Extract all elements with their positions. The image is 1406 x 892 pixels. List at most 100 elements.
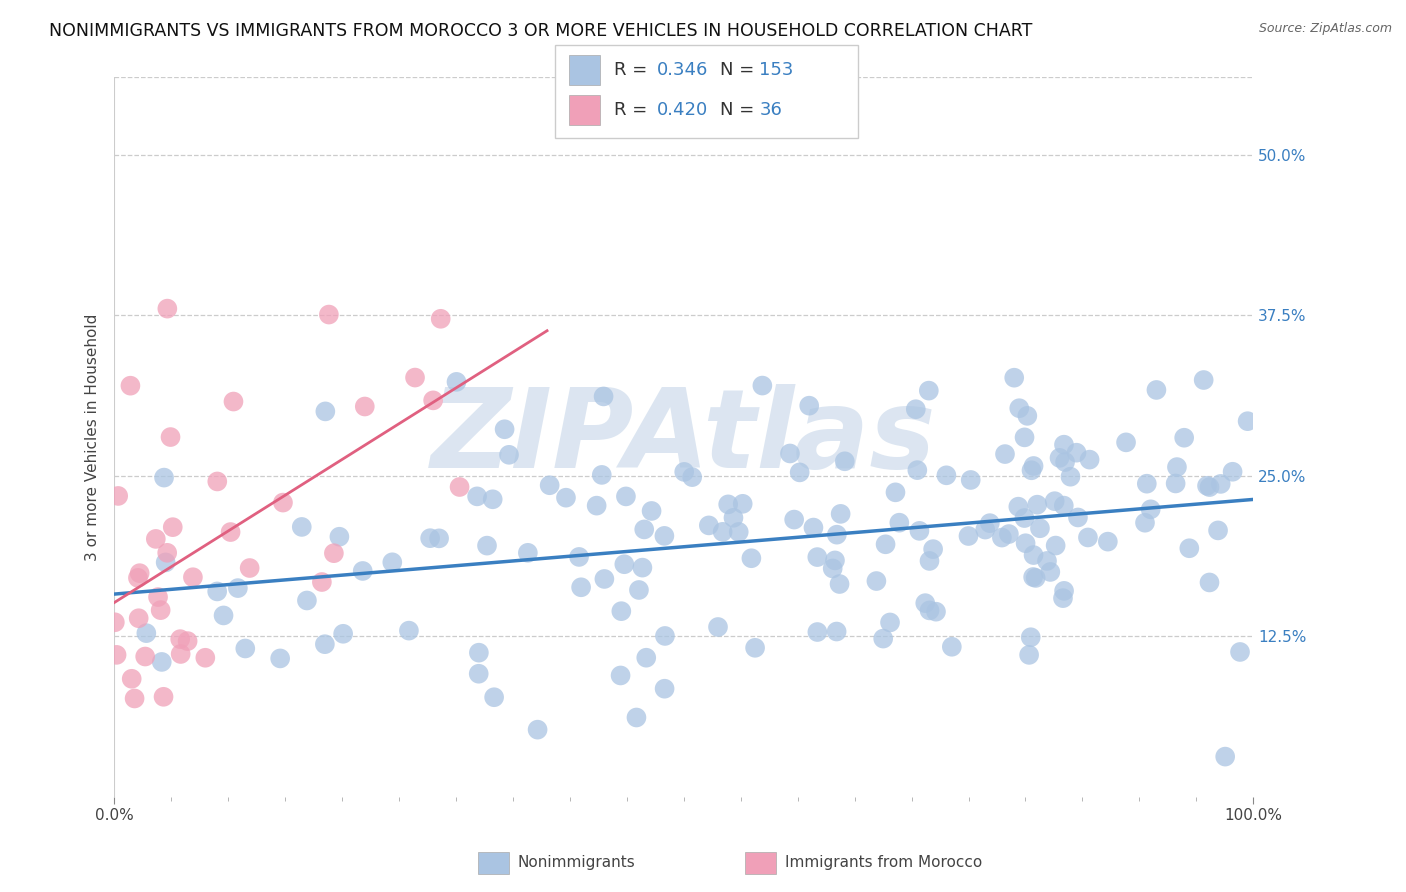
Text: N =: N = <box>720 101 759 119</box>
Point <box>904 402 927 417</box>
Point <box>104 615 127 630</box>
Text: NONIMMIGRANTS VS IMMIGRANTS FROM MOROCCO 3 OR MORE VEHICLES IN HOUSEHOLD CORRELA: NONIMMIGRANTS VS IMMIGRANTS FROM MOROCCO… <box>49 22 1032 40</box>
Point <box>834 454 856 468</box>
Point <box>1039 565 1062 579</box>
Point <box>918 554 941 568</box>
Point <box>744 640 766 655</box>
Text: 36: 36 <box>759 101 782 119</box>
Point <box>825 624 848 639</box>
Point <box>875 537 897 551</box>
Point <box>332 627 354 641</box>
Point <box>1022 458 1045 473</box>
Text: R =: R = <box>614 101 654 119</box>
Point <box>153 470 176 484</box>
Point <box>1133 516 1156 530</box>
Point <box>568 549 591 564</box>
Point <box>314 637 336 651</box>
Point <box>918 384 941 398</box>
Point <box>640 504 662 518</box>
Point <box>1067 510 1090 524</box>
Point <box>155 555 177 569</box>
Point <box>592 389 614 403</box>
Point <box>404 370 426 384</box>
Point <box>162 520 184 534</box>
Point <box>803 520 825 534</box>
Point <box>1236 414 1258 428</box>
Point <box>591 467 613 482</box>
Point <box>1021 463 1043 477</box>
Point <box>922 542 945 557</box>
Point <box>481 492 503 507</box>
Point <box>1173 431 1195 445</box>
Point <box>291 520 314 534</box>
Point <box>467 666 489 681</box>
Point <box>120 378 142 392</box>
Point <box>1014 536 1036 550</box>
Point <box>212 608 235 623</box>
Point <box>711 524 734 539</box>
Point <box>446 375 468 389</box>
Point <box>145 532 167 546</box>
Point <box>176 634 198 648</box>
Point <box>654 529 676 543</box>
Point <box>128 566 150 581</box>
Point <box>1078 452 1101 467</box>
Point <box>135 626 157 640</box>
Point <box>121 672 143 686</box>
Point <box>1054 455 1077 469</box>
Point <box>681 470 703 484</box>
Point <box>181 570 204 584</box>
Point <box>783 512 806 526</box>
Point <box>1052 591 1074 606</box>
Point <box>1043 494 1066 508</box>
Point <box>1192 373 1215 387</box>
Point <box>925 605 948 619</box>
Point <box>613 558 636 572</box>
Point <box>328 530 350 544</box>
Point <box>1178 541 1201 556</box>
Point <box>905 463 928 477</box>
Point <box>626 710 648 724</box>
Point <box>974 523 997 537</box>
Point <box>585 499 607 513</box>
Point <box>828 577 851 591</box>
Point <box>152 690 174 704</box>
Point <box>419 531 441 545</box>
Point <box>751 378 773 392</box>
Text: 0.420: 0.420 <box>657 101 707 119</box>
Point <box>1198 480 1220 494</box>
Point <box>1014 511 1036 525</box>
Point <box>1045 539 1067 553</box>
Point <box>1164 476 1187 491</box>
Point <box>169 647 191 661</box>
Point <box>979 516 1001 530</box>
Point <box>1077 531 1099 545</box>
Point <box>295 593 318 607</box>
Point <box>1022 548 1045 562</box>
Point <box>1014 430 1036 444</box>
Point <box>918 603 941 617</box>
Point <box>314 404 336 418</box>
Point <box>889 516 911 530</box>
Point <box>239 561 262 575</box>
Point <box>633 523 655 537</box>
Point <box>1115 435 1137 450</box>
Point <box>1018 648 1040 662</box>
Point <box>1144 383 1167 397</box>
Point <box>233 641 256 656</box>
Point <box>914 596 936 610</box>
Point <box>799 399 821 413</box>
Point <box>697 518 720 533</box>
Point <box>1007 500 1029 514</box>
Point <box>821 561 844 575</box>
Point <box>526 723 548 737</box>
Point <box>593 572 616 586</box>
Point <box>465 489 488 503</box>
Point <box>127 571 149 585</box>
Point <box>149 603 172 617</box>
Point <box>169 632 191 647</box>
Point <box>1019 630 1042 644</box>
Point <box>156 301 179 316</box>
Point <box>1066 445 1088 459</box>
Point <box>673 465 696 479</box>
